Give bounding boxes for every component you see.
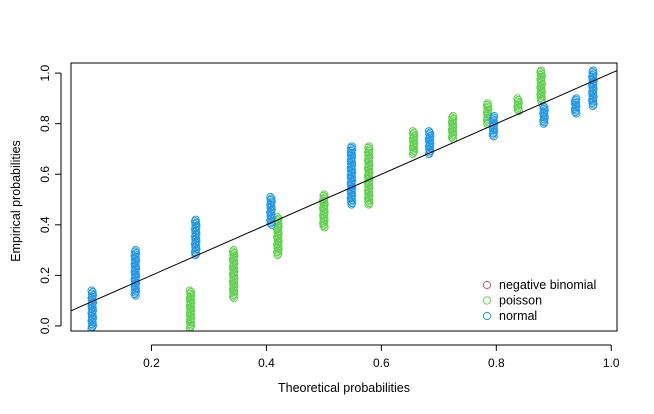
point-poisson-5 xyxy=(409,128,418,137)
point-poisson-8 xyxy=(514,103,523,112)
point-poisson-6 xyxy=(449,115,458,124)
point-normal-7 xyxy=(540,106,549,115)
point-normal-9 xyxy=(589,66,598,75)
point-normal-4 xyxy=(348,145,357,154)
point-normal-2 xyxy=(191,218,201,227)
point-normal-7 xyxy=(539,101,548,111)
point-poisson-9 xyxy=(537,66,546,75)
x-tick-label: 1.0 xyxy=(603,356,620,370)
y-tick-label: 0.4 xyxy=(38,216,52,233)
legend-label-normal: normal xyxy=(499,309,537,323)
point-normal-1 xyxy=(131,249,141,258)
y-tick-label: 0.8 xyxy=(38,115,52,132)
point-normal-8 xyxy=(571,98,581,108)
point-normal-4 xyxy=(347,142,356,151)
point-poisson-0 xyxy=(185,286,194,295)
plot-frame xyxy=(70,62,618,332)
point-normal-0 xyxy=(88,287,97,297)
point-poisson-1 xyxy=(229,245,238,255)
point-poisson-3 xyxy=(320,190,329,199)
point-normal-6 xyxy=(490,127,499,136)
point-poisson-6 xyxy=(448,111,458,121)
point-normal-0 xyxy=(87,286,96,295)
y-tick-label: 0.6 xyxy=(38,166,52,183)
point-normal-3 xyxy=(267,197,276,206)
point-normal-6 xyxy=(490,119,499,128)
point-poisson-8 xyxy=(513,94,522,103)
point-normal-5 xyxy=(425,128,435,137)
point-normal-3 xyxy=(267,217,276,226)
y-tick-label: 1.0 xyxy=(38,64,52,81)
legend-label-negative-binomial: negative binomial xyxy=(499,278,596,292)
point-normal-3 xyxy=(267,205,276,214)
point-normal-3 xyxy=(266,192,275,202)
point-normal-7 xyxy=(540,103,549,112)
x-axis: 0.2 0.4 0.6 0.8 1.0 xyxy=(143,344,620,370)
point-poisson-5 xyxy=(410,131,419,140)
x-tick-label: 0.4 xyxy=(258,356,275,370)
point-poisson-0 xyxy=(187,291,196,300)
point-normal-3 xyxy=(267,202,276,211)
x-tick-label: 0.8 xyxy=(488,356,505,370)
point-normal-6 xyxy=(490,111,499,121)
point-poisson-8 xyxy=(514,95,523,105)
point-normal-3 xyxy=(267,209,276,219)
point-poisson-8 xyxy=(514,106,523,116)
point-normal-8 xyxy=(572,94,581,103)
point-poisson-9 xyxy=(537,72,546,81)
x-axis-title: Theoretical probabilities xyxy=(278,381,410,395)
reference-line xyxy=(70,70,618,312)
point-normal-3 xyxy=(267,212,276,222)
point-normal-2 xyxy=(192,221,201,231)
point-normal-3 xyxy=(267,220,276,229)
y-tick-label: 0.2 xyxy=(38,267,52,284)
x-tick-label: 0.6 xyxy=(373,356,390,370)
point-poisson-5 xyxy=(408,127,417,136)
point-normal-5 xyxy=(424,127,434,136)
legend-marker-negative-binomial xyxy=(482,280,492,290)
point-poisson-1 xyxy=(229,249,239,258)
point-poisson-7 xyxy=(484,105,493,114)
point-normal-1 xyxy=(131,245,140,255)
point-poisson-9 xyxy=(537,69,546,78)
y-axis-title: Empirical probabilities xyxy=(9,140,23,262)
data-points xyxy=(87,66,598,331)
point-normal-9 xyxy=(589,69,598,78)
point-poisson-8 xyxy=(514,99,523,108)
point-poisson-7 xyxy=(483,102,493,111)
point-normal-5 xyxy=(426,131,435,140)
point-poisson-4 xyxy=(364,142,374,151)
point-poisson-1 xyxy=(230,252,239,261)
x-tick-label: 0.2 xyxy=(143,356,160,370)
legend-marker-poisson xyxy=(482,296,492,305)
point-poisson-4 xyxy=(365,145,374,154)
legend-label-poisson: poisson xyxy=(499,294,542,308)
y-tick-label: 0.0 xyxy=(38,317,52,334)
point-poisson-0 xyxy=(186,287,195,297)
y-axis: 0.0 0.2 0.4 0.6 0.8 1.0 xyxy=(38,64,62,334)
point-normal-3 xyxy=(267,194,276,203)
point-normal-6 xyxy=(489,132,498,141)
legend-marker-normal xyxy=(482,311,492,321)
point-normal-2 xyxy=(191,215,200,224)
point-normal-0 xyxy=(88,291,98,300)
point-poisson-7 xyxy=(483,99,492,108)
